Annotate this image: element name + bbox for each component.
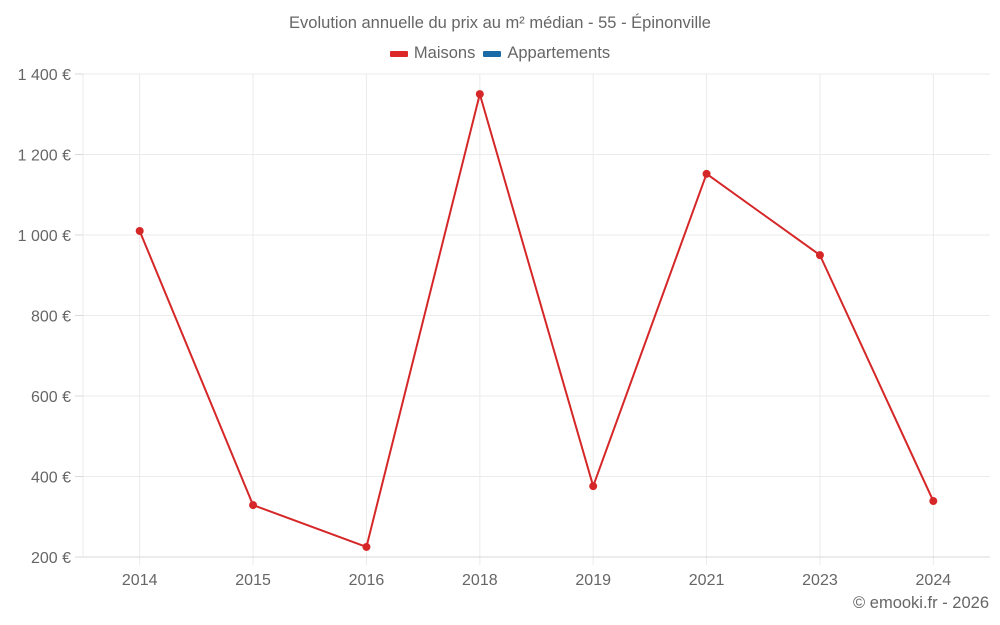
credit-text: © emooki.fr - 2026 [853, 594, 989, 612]
legend-item-appartements[interactable]: Appartements [483, 44, 610, 63]
x-tick-label: 2018 [462, 572, 498, 589]
chart-title: Evolution annuelle du prix au m² médian … [289, 14, 711, 32]
data-point[interactable] [815, 251, 824, 260]
data-point[interactable] [362, 542, 371, 551]
series-line-maisons [138, 93, 935, 548]
y-tick-label: 200 € [31, 550, 71, 567]
x-tick-label: 2024 [916, 572, 952, 589]
x-tick-label: 2014 [122, 572, 158, 589]
data-point[interactable] [702, 169, 711, 178]
y-tick-label: 1 400 € [18, 67, 71, 84]
legend-label-maisons: Maisons [413, 44, 476, 62]
y-axis: 200 € 400 € 600 € 800 € 1 000 € 1 200 € 1 400 … [18, 67, 83, 567]
legend-item-maisons[interactable]: Maisons [389, 44, 476, 63]
y-tick-label: 400 € [31, 470, 71, 487]
x-tick-label: 2015 [235, 572, 271, 589]
x-tick-label: 2019 [575, 572, 611, 589]
data-point[interactable] [249, 501, 258, 510]
y-tick-label: 800 € [31, 309, 71, 326]
legend-label-appartements: Appartements [507, 44, 611, 62]
legend-swatch-appartements-icon [483, 50, 502, 57]
y-tick-label: 1 000 € [18, 228, 71, 245]
data-point[interactable] [929, 497, 938, 506]
series-maisons [135, 90, 938, 551]
x-tick-label: 2023 [802, 572, 838, 589]
y-tick-label: 600 € [31, 389, 71, 406]
x-tick-label: 2016 [349, 572, 385, 589]
gridlines [82, 73, 990, 557]
legend: Maisons Appartements [0, 44, 1000, 63]
data-point[interactable] [589, 482, 598, 491]
data-point[interactable] [135, 226, 144, 235]
y-tick-label: 1 200 € [18, 148, 71, 165]
data-point[interactable] [475, 90, 484, 99]
x-axis: 2014 2015 2016 2018 2019 2021 2023 2024 [83, 556, 990, 589]
legend-swatch-maisons-icon [389, 50, 408, 57]
x-tick-label: 2021 [689, 572, 725, 589]
